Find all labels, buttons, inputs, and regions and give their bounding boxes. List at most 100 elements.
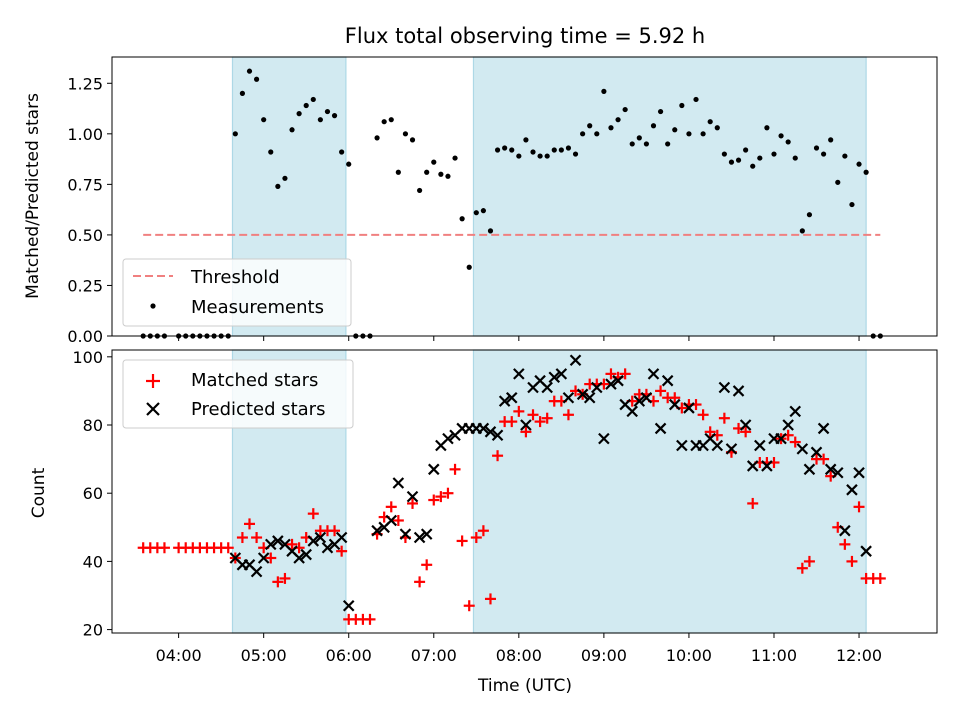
measurement-point: [643, 141, 650, 147]
y-tick-label: 0.75: [67, 175, 103, 194]
matched-star-point: [562, 409, 574, 421]
observing-window: [472, 349, 867, 634]
predicted-star-point: [739, 419, 752, 431]
predicted-star-point: [824, 463, 837, 476]
measurement-point: [707, 119, 713, 125]
predicted-star-point: [591, 381, 603, 394]
bottom-legend: Matched stars Predicted stars: [122, 359, 354, 429]
measurement-point: [813, 145, 820, 151]
predicted-star-point: [293, 552, 305, 564]
predicted-star-point: [541, 381, 553, 394]
matched-star-point: [527, 409, 539, 421]
predicted-star-point: [711, 439, 724, 452]
predicted-star-point: [817, 422, 830, 435]
measurement-point: [544, 153, 550, 159]
measurement-point: [750, 163, 756, 169]
measurement-point: [601, 88, 607, 94]
predicted-star-point: [342, 599, 355, 612]
measurement-point: [473, 210, 479, 216]
measurement-point: [580, 131, 586, 137]
predicted-star-point: [668, 398, 681, 411]
predicted-star-point: [718, 381, 731, 394]
measurement-point: [735, 157, 742, 163]
matched-star-point: [655, 385, 667, 397]
measurement-point: [608, 125, 614, 131]
measurement-point: [303, 102, 309, 109]
matched-star-point: [534, 416, 546, 428]
legend-predicted-label: Predicted stars: [191, 399, 325, 420]
top-legend: Threshold Measurements: [122, 258, 352, 327]
matched-star-point: [442, 487, 454, 499]
measurement-point: [339, 149, 345, 155]
measurement-point: [672, 127, 678, 133]
predicted-star-point: [775, 432, 787, 445]
measurement-point: [863, 169, 869, 175]
y-tick-label: 1.25: [67, 74, 103, 93]
measurement-point: [424, 169, 430, 175]
predicted-star-point: [257, 552, 270, 564]
y-tick-label: 0.50: [67, 226, 103, 245]
measurement-point: [275, 183, 281, 189]
measurement-point: [239, 90, 246, 96]
predicted-star-point: [569, 354, 582, 367]
y-tick-label: 60: [83, 484, 103, 503]
measurement-point: [799, 228, 805, 234]
predicted-star-point: [250, 565, 263, 578]
top-plot-frame: [111, 56, 938, 337]
predicted-star-point: [314, 531, 327, 544]
measurement-point: [452, 155, 458, 161]
predicted-star-point: [399, 528, 412, 540]
measurement-point: [417, 187, 423, 194]
predicted-star-point: [392, 477, 405, 489]
matched-star-point: [329, 525, 341, 537]
predicted-star-point: [789, 405, 802, 418]
x-axis-label: Time (UTC): [477, 676, 572, 696]
x-tick-label: 04:00: [156, 646, 202, 665]
legend-predicted-swatch: [146, 402, 160, 416]
measurement-point: [537, 153, 543, 159]
legend-matched-swatch: [146, 374, 160, 388]
matched-star-point: [669, 392, 681, 404]
predicted-star-point: [831, 466, 844, 479]
predicted-star-point: [683, 402, 695, 414]
matched-star-point: [803, 555, 815, 567]
legend-threshold-label: Threshold: [190, 267, 280, 288]
matched-star-point: [428, 494, 440, 506]
measurement-point: [650, 123, 657, 129]
predicted-star-point: [548, 371, 561, 384]
measurement-point: [232, 131, 238, 137]
bottom-x-axis-ticks: 04:00 05:00 06:00 07:00 08:00 09:00 10:00 11:00…: [156, 633, 882, 665]
measurement-point: [679, 102, 685, 109]
measurement-point: [282, 175, 288, 181]
matched-star-point: [222, 542, 234, 554]
x-tick-label: 07:00: [411, 646, 457, 665]
predicted-star-point: [562, 391, 575, 404]
matched-star-point: [541, 412, 553, 424]
y-tick-label: 1.00: [67, 125, 103, 144]
matched-star-point: [874, 572, 886, 584]
x-tick-label: 10:00: [666, 646, 712, 665]
predicted-star-point: [520, 419, 532, 431]
predicted-star-point: [413, 531, 426, 544]
predicted-star-point: [661, 374, 674, 387]
predicted-star-point: [371, 524, 383, 537]
measurement-point: [686, 131, 692, 137]
predicted-star-point: [420, 528, 433, 540]
measurement-point: [778, 133, 784, 139]
y-tick-label: 40: [83, 552, 103, 571]
matched-star-point: [513, 405, 525, 417]
predicted-star-point: [725, 443, 738, 455]
measurement-point: [487, 228, 494, 234]
matched-star-point: [506, 416, 518, 428]
x-tick-label: 05:00: [241, 646, 287, 665]
measurement-point: [700, 131, 706, 137]
predicted-star-point: [633, 395, 646, 407]
measurement-point: [310, 96, 316, 103]
measurement-point: [395, 169, 401, 175]
measurement-point: [246, 68, 253, 74]
matched-star-point: [704, 426, 716, 438]
measurement-point: [324, 108, 331, 115]
measurement-point: [480, 208, 486, 214]
matched-star-point: [336, 545, 348, 557]
y-tick-label: 20: [83, 621, 103, 640]
